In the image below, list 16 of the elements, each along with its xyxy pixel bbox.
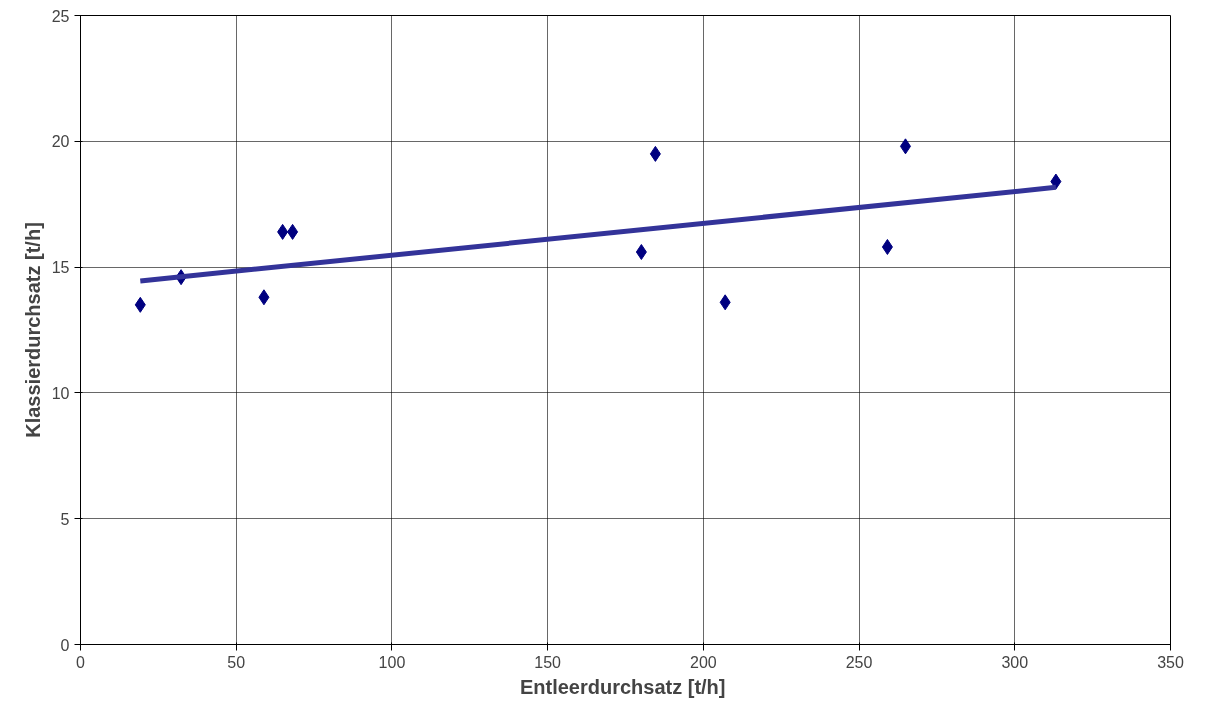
x-tick-label: 50 [227,653,246,671]
y-tick-label: 10 [51,384,70,402]
x-tick-label: 100 [378,653,406,671]
y-tick-label: 25 [51,7,70,25]
x-tick-label: 350 [1157,653,1184,671]
y-tick-label: 0 [60,636,70,654]
x-tick-label: 250 [845,653,873,671]
y-tick-label: 15 [51,259,70,277]
x-tick-label: 150 [534,653,562,671]
y-tick-label: 20 [51,133,70,151]
x-tick-label: 0 [76,653,86,671]
y-axis-title: Klassierdurchsatz [t/h] [21,222,44,438]
x-axis-title: Entleerdurchsatz [t/h] [519,675,726,698]
x-tick-label: 200 [690,653,717,671]
x-tick-label: 300 [1001,653,1029,671]
y-tick-label: 5 [60,510,70,528]
